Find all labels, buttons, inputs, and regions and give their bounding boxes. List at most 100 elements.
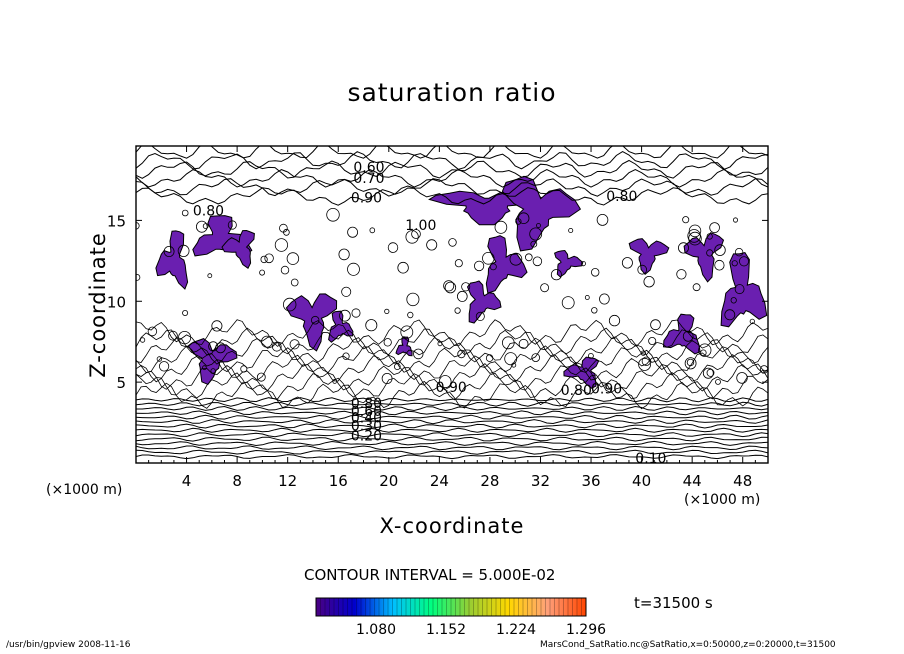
time-label: t=31500 s	[634, 594, 713, 612]
contour-label: 0.80	[561, 383, 592, 399]
contour-blob	[698, 343, 712, 357]
contour-blob	[256, 372, 266, 382]
contour-blob	[384, 308, 390, 314]
contour-blob	[454, 259, 463, 268]
contour-blob	[596, 213, 609, 226]
contour-blob	[240, 365, 248, 373]
contour-blob	[271, 341, 282, 352]
contour-line	[136, 151, 768, 171]
x-tick-label: 20	[379, 472, 398, 490]
contour-blob	[338, 248, 350, 261]
contour-blob	[264, 253, 274, 264]
supersaturated-region	[395, 336, 413, 357]
contour-line	[136, 354, 768, 383]
contour-blob	[202, 223, 209, 230]
contour-line	[136, 187, 768, 206]
x-axis-unit: (×1000 m)	[684, 492, 761, 508]
supersaturated-region	[285, 293, 338, 352]
contour-blob	[682, 330, 694, 342]
contour-blob	[706, 368, 715, 377]
contour-line	[136, 371, 768, 401]
contour-blob	[706, 233, 713, 240]
contour-blob	[136, 274, 141, 281]
chart-title: saturation ratio	[347, 78, 557, 107]
contour-blob	[736, 372, 748, 384]
contour-line	[136, 146, 768, 159]
contour-blob	[406, 292, 420, 307]
supersaturated-region	[501, 175, 582, 252]
contour-line	[136, 401, 768, 407]
contour-blob	[529, 227, 543, 241]
contour-label: 0.90	[351, 191, 382, 207]
contour-blob	[640, 350, 646, 356]
contour-blob	[457, 349, 466, 359]
x-tick-label: 28	[480, 472, 499, 490]
contour-blob	[347, 262, 360, 276]
contour-blob	[274, 238, 288, 252]
contour-blob	[648, 336, 657, 345]
contour-line	[136, 419, 768, 425]
colorbar-tick-label: 1.080	[356, 622, 396, 638]
contour-blob	[749, 318, 755, 325]
contour-blob	[501, 336, 515, 350]
contour-blob	[650, 319, 661, 331]
x-axis-label: X-coordinate	[379, 514, 525, 538]
supersaturated-region	[221, 229, 255, 269]
contour-blob	[482, 251, 495, 265]
contour-blob	[518, 212, 530, 225]
contour-blob	[588, 352, 594, 359]
contour-blob	[706, 249, 714, 257]
contour-blob	[140, 337, 146, 343]
contour-blob	[715, 378, 721, 385]
contour-blob	[509, 252, 523, 266]
contour-blob	[489, 263, 497, 271]
contour-blob	[443, 280, 455, 292]
contour-blob	[207, 273, 213, 279]
contour-blob	[454, 307, 461, 314]
contour-blob	[702, 367, 714, 379]
contour-line	[136, 432, 768, 438]
contour-blob	[177, 244, 190, 257]
contour-line	[136, 169, 768, 188]
contour-blob	[411, 229, 421, 239]
contour-blob	[311, 315, 320, 325]
contour-blob	[437, 340, 443, 347]
contour-line	[136, 327, 768, 356]
contour-blob	[714, 259, 725, 271]
contour-line	[136, 427, 768, 433]
contour-label: 0.90	[436, 380, 467, 396]
contour-blob	[739, 256, 750, 267]
contour-blob	[178, 330, 192, 345]
contour-blob	[182, 309, 189, 316]
contour-blob	[347, 226, 359, 238]
contour-label: 0.80	[606, 189, 637, 205]
contour-blob	[461, 282, 471, 292]
contour-blob	[227, 220, 237, 230]
contour-blob	[550, 269, 562, 281]
contour-blob	[637, 264, 647, 275]
contour-line	[136, 440, 768, 447]
x-tick-label: 32	[531, 472, 550, 490]
y-axis-unit: (×1000 m)	[46, 482, 123, 498]
contour-blob	[283, 297, 297, 312]
contour-blob	[591, 307, 598, 314]
supersaturated-region	[328, 310, 354, 343]
contour-blob	[365, 319, 378, 332]
x-tick-label: 8	[232, 472, 242, 490]
contour-blob	[684, 357, 697, 370]
contour-blob	[532, 256, 543, 267]
supersaturated-region	[628, 238, 670, 276]
contour-blob	[688, 224, 702, 238]
contour-blob	[682, 216, 690, 224]
supersaturated-region	[662, 313, 701, 355]
contour-blob	[561, 296, 575, 310]
contour-blob	[724, 309, 736, 321]
contour-blob	[473, 260, 485, 272]
x-tick-label: 16	[329, 472, 348, 490]
contour-blob	[643, 276, 655, 288]
contour-label: 0.10	[635, 451, 666, 467]
contour-blob	[676, 269, 687, 280]
contour-blob	[326, 208, 340, 222]
y-tick-label: 15	[107, 212, 126, 230]
